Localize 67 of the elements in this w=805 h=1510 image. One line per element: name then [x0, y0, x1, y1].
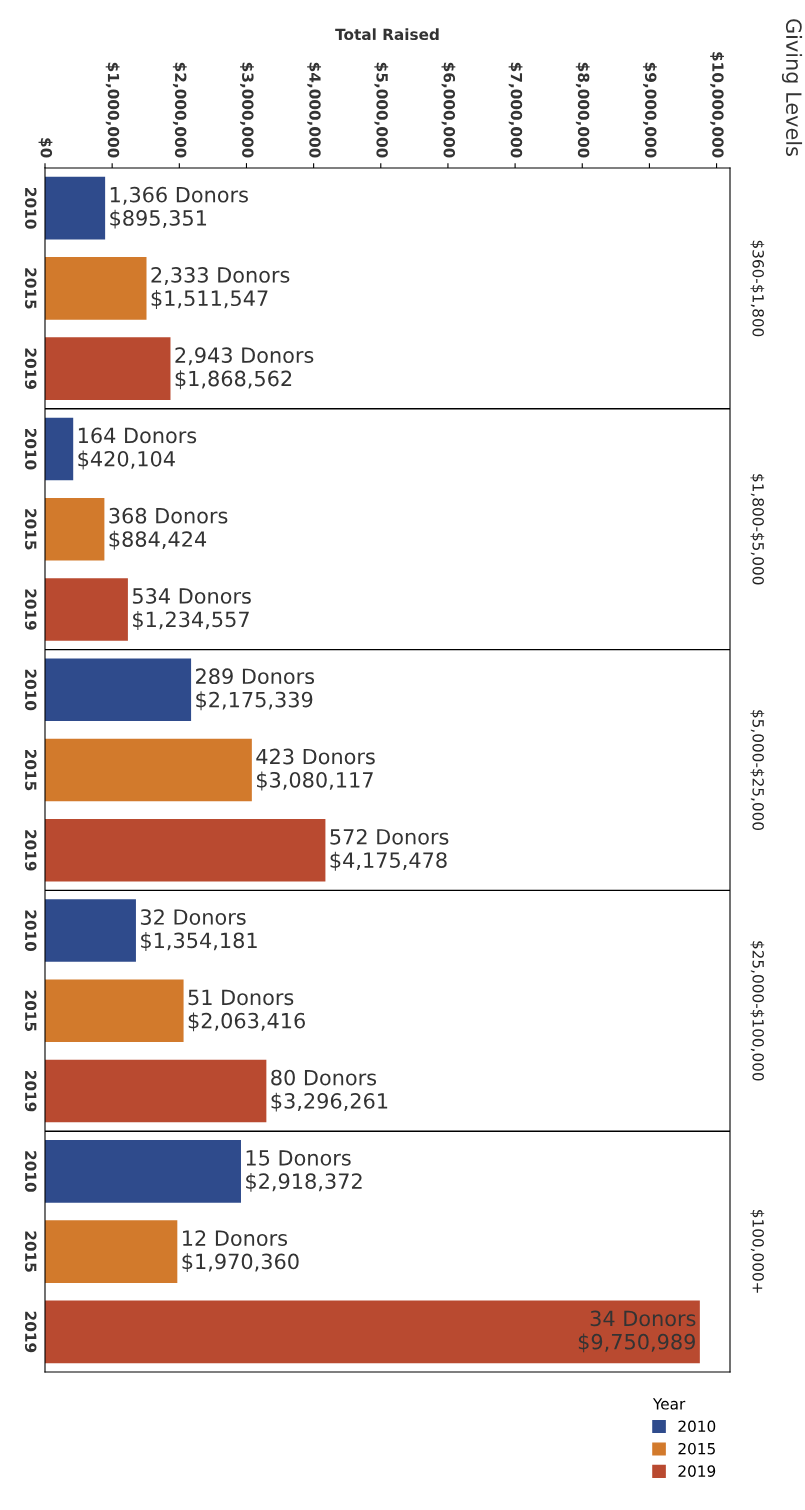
bar — [45, 738, 252, 802]
data-label: 12 Donors $1,970,360 — [182, 1230, 299, 1273]
bar — [45, 578, 128, 641]
bar — [45, 176, 106, 240]
x-tick-label: $1,000,000 — [105, 62, 120, 158]
bar — [45, 979, 184, 1043]
text: 2015 — [24, 990, 37, 1031]
x-tick-label: $7,000,000 — [508, 62, 523, 158]
data-label: 15 Donors $2,918,372 — [246, 1150, 362, 1192]
text: 2015 — [24, 1231, 37, 1272]
y-tick-label: $100,000+ — [750, 1210, 765, 1293]
bar — [45, 337, 171, 400]
text: 2019 — [24, 1311, 37, 1353]
y-tick-label: $5,000-$25,000 — [750, 710, 765, 831]
x-tick-label: $2,000,000 — [172, 62, 187, 158]
data-label: 2,943 Donors $1,868,562 — [175, 347, 314, 390]
text: 2019 — [24, 830, 37, 871]
bar — [45, 1300, 700, 1364]
x-tick-label: $3,000,000 — [240, 62, 254, 158]
bar — [45, 899, 136, 962]
data-label: 2,333 Donors $1,511,547 — [151, 267, 290, 309]
data-label: 1,366 Donors $895,351 — [110, 186, 248, 229]
text: 2019 — [24, 348, 37, 389]
bar — [45, 1140, 241, 1203]
y-tick-label: $25,000-$100,000 — [750, 941, 765, 1081]
x-axis-title: Total Raised — [335, 28, 439, 41]
x-tick-label: $4,000,000 — [307, 62, 322, 158]
data-label: 80 Donors $3,296,261 — [271, 1069, 388, 1112]
bar — [45, 1059, 267, 1123]
bar — [45, 658, 192, 722]
text: 2015 — [24, 509, 37, 550]
text: 2019 — [24, 1071, 37, 1112]
text: 2010 — [24, 669, 37, 711]
x-tick-label: $5,000,000 — [374, 62, 389, 158]
x-tick-label: $6,000,000 — [441, 62, 456, 158]
text: 2019 — [24, 589, 37, 630]
x-tick-label: $10,000,000 — [710, 52, 724, 158]
x-tick-label: $0 — [38, 138, 53, 158]
data-label: 368 Donors $884,424 — [109, 507, 228, 550]
text: 2015 — [24, 268, 37, 309]
text: 2010 — [24, 1151, 37, 1192]
text: Giving Levels — [781, 19, 803, 156]
x-tick-label: $8,000,000 — [575, 62, 590, 158]
data-label: 289 Donors $2,175,339 — [196, 668, 315, 711]
text: 2010 — [24, 910, 37, 952]
data-label: 34 Donors $9,750,989 — [578, 1310, 696, 1353]
bar — [45, 818, 326, 882]
bar — [45, 257, 147, 320]
y-tick-label: $1,800-$5,000 — [750, 474, 765, 585]
text: 2010 — [24, 188, 37, 229]
legend-title: Year — [652, 1398, 686, 1410]
x-tick-label: $9,000,000 — [642, 62, 657, 158]
legend-label: 2010 — [678, 1420, 716, 1433]
bar — [45, 497, 105, 561]
data-label: 32 Donors $1,354,181 — [140, 909, 257, 952]
legend-label: 2019 — [678, 1465, 716, 1477]
data-label: 423 Donors $3,080,117 — [256, 748, 375, 791]
data-label: 534 Donors $1,234,557 — [132, 588, 251, 630]
bar — [45, 417, 74, 481]
text: 2015 — [24, 749, 37, 791]
data-label: 51 Donors $2,063,416 — [188, 989, 305, 1032]
legend-label: 2015 — [678, 1442, 715, 1455]
data-label: 572 Donors $4,175,478 — [330, 828, 449, 871]
y-tick-label: $360-$1,800 — [750, 240, 765, 337]
data-label: 164 Donors $420,104 — [78, 427, 197, 470]
bar — [45, 1220, 178, 1283]
text: 2010 — [24, 428, 37, 470]
